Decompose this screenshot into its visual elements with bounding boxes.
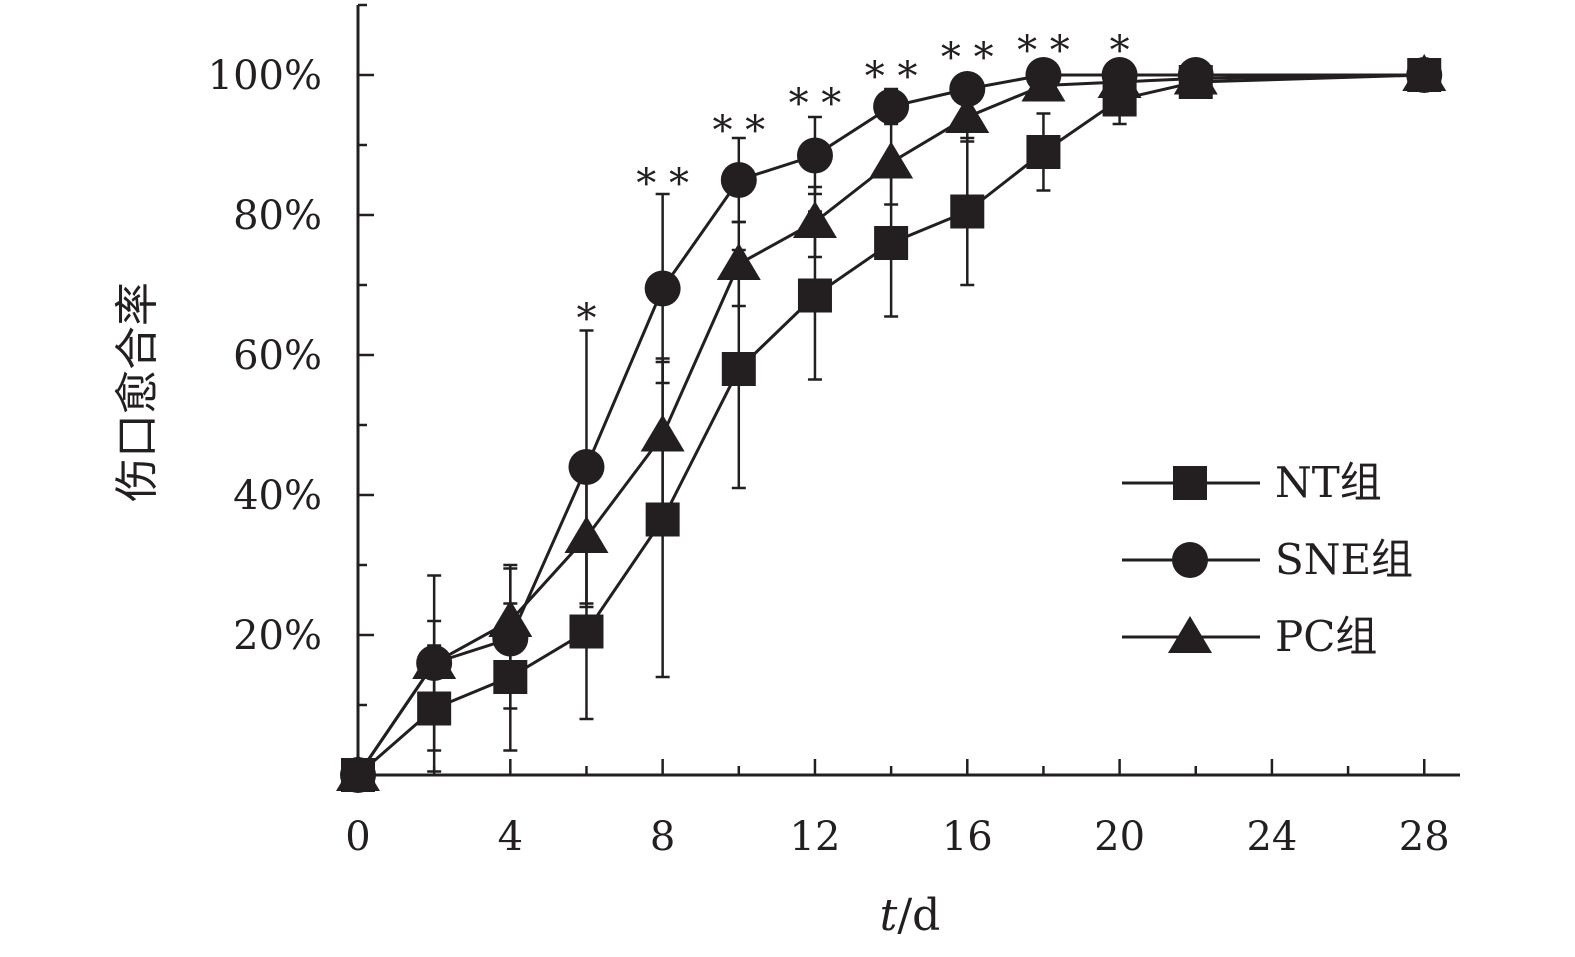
legend-item-sne: SNE组 <box>1122 535 1413 584</box>
significance-label: * <box>1110 28 1130 74</box>
x-tick-label: 12 <box>790 814 841 860</box>
x-axis-title-variable: t <box>880 890 898 941</box>
x-tick-label: 0 <box>345 814 370 860</box>
x-tick-label: 20 <box>1094 814 1145 860</box>
data-point-square <box>874 226 909 260</box>
x-axis-ticks: 0 4 8 12 16 20 24 28 <box>345 759 1450 860</box>
data-point-triangle <box>412 642 457 679</box>
data-point-square <box>1026 135 1061 169</box>
data-point-circle <box>644 270 681 307</box>
data-point-triangle <box>869 141 914 179</box>
data-point-square <box>950 194 985 229</box>
legend-marker-circle <box>1172 542 1208 578</box>
data-point-triangle <box>945 96 990 133</box>
series-pc <box>336 54 1447 791</box>
data-point-triangle <box>716 243 761 280</box>
significance-markers: * * * * * * * * * * * * * * <box>576 28 1129 342</box>
data-point-circle <box>873 88 910 125</box>
y-tick-label: 40% <box>233 473 322 519</box>
data-point-square <box>569 614 604 649</box>
significance-label: * * <box>789 81 842 127</box>
y-tick-label: 100% <box>208 53 322 99</box>
legend-marker-shape <box>1172 542 1208 578</box>
data-point-circle <box>720 162 757 198</box>
data-point-triangle <box>1402 54 1447 91</box>
data-point-circle <box>796 137 833 174</box>
y-axis-ticks: 20% 40% 60% 80% 100% <box>208 3 374 707</box>
data-point-triangle <box>640 414 685 452</box>
x-tick-label: 16 <box>942 814 993 860</box>
y-tick-label: 60% <box>233 333 322 379</box>
legend: NT组 SNE组 PC组 <box>1122 458 1413 661</box>
legend-item-pc: PC组 <box>1122 612 1377 661</box>
legend-marker-shape <box>1168 616 1212 653</box>
data-point-square <box>721 352 756 386</box>
x-tick-label: 8 <box>650 814 675 860</box>
data-point-triangle <box>1021 64 1066 102</box>
axes <box>356 5 1460 777</box>
significance-label: * * <box>941 35 994 81</box>
legend-label-pc: PC组 <box>1275 612 1377 661</box>
significance-label: * <box>576 296 596 342</box>
significance-label: * * <box>636 161 689 207</box>
data-point-triangle <box>488 600 533 637</box>
data-point-triangle <box>1173 57 1218 95</box>
significance-label: * * <box>712 108 765 154</box>
significance-label: * * <box>1017 28 1070 74</box>
data-point-triangle <box>792 201 837 238</box>
legend-label-sne: SNE组 <box>1275 535 1413 584</box>
data-point-triangle <box>1097 61 1142 98</box>
x-axis-title-unit: /d <box>897 890 940 941</box>
y-tick-label: 80% <box>233 193 322 239</box>
data-point-square <box>797 278 832 313</box>
x-tick-label: 4 <box>498 814 523 860</box>
y-tick-label: 20% <box>233 613 322 659</box>
data-point-circle <box>949 71 986 107</box>
legend-marker-shape <box>1173 466 1207 500</box>
legend-marker-triangle <box>1168 616 1212 653</box>
data-point-triangle <box>336 754 380 791</box>
series-layer <box>336 54 1447 793</box>
y-axis-title: 伤口愈合率 <box>112 282 163 502</box>
significance-label: * * <box>865 54 918 100</box>
x-axis-title: t/d <box>880 890 941 941</box>
legend-item-nt: NT组 <box>1122 458 1382 507</box>
x-tick-label: 28 <box>1399 814 1450 860</box>
x-tick-label: 24 <box>1246 814 1297 860</box>
legend-marker-square <box>1173 466 1207 500</box>
data-point-triangle <box>564 516 609 553</box>
legend-label-nt: NT组 <box>1275 458 1382 507</box>
